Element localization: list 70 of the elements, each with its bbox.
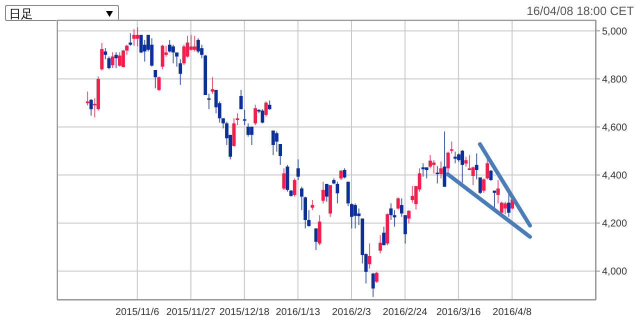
x-tick-label: 2015/11/6 <box>115 307 160 318</box>
y-tick-label: 4,400 <box>602 170 628 182</box>
candlestick <box>354 202 357 229</box>
candlestick <box>250 126 254 146</box>
candlestick <box>271 130 275 156</box>
candlestick <box>114 52 118 69</box>
candlestick <box>336 181 340 204</box>
candlestick <box>89 98 93 116</box>
text: 16/04/08 18:00 CET <box>526 4 634 18</box>
candlestick <box>196 38 200 54</box>
y-tick-label: 5,000 <box>602 26 628 38</box>
x-tick-label: 2015/11/27 <box>166 307 216 318</box>
y-tick-label: 4,000 <box>602 266 628 278</box>
candlestick <box>150 38 154 68</box>
candlestick <box>118 52 122 68</box>
candlestick <box>318 214 322 246</box>
candlestick <box>296 158 300 181</box>
y-tick-label: 4,800 <box>602 74 628 86</box>
candlestick <box>350 202 354 229</box>
candlestick <box>128 32 132 46</box>
candlestick <box>210 76 214 94</box>
candlestick <box>371 272 375 298</box>
candlestick <box>396 196 400 210</box>
candlestick <box>342 168 346 179</box>
y-tick-label: 4,200 <box>602 218 628 230</box>
candlestick <box>482 178 486 194</box>
candlestick <box>178 58 182 86</box>
candlestick <box>100 42 104 71</box>
candlestick <box>254 104 258 126</box>
candlestick <box>489 169 493 182</box>
candlestick <box>264 100 268 118</box>
x-tick-label: 2016/3/16 <box>436 307 482 318</box>
candlestick <box>507 192 510 218</box>
candlestick <box>407 210 411 224</box>
dropdown: 日足 <box>5 5 119 21</box>
x-tick-label: 2016/4/8 <box>492 307 532 318</box>
x-tick-label: 2016/2/3 <box>332 307 372 318</box>
candlestick <box>154 69 158 89</box>
candlestick <box>460 150 464 184</box>
candlestick <box>310 200 314 211</box>
candlestick <box>374 271 378 284</box>
candlestick <box>122 49 125 68</box>
x-tick-label: 2016/1/13 <box>276 307 321 318</box>
candlestick <box>382 226 386 246</box>
candlestick <box>421 162 425 178</box>
candlestick <box>339 169 343 181</box>
candlestick <box>192 35 196 52</box>
candlestick <box>486 158 490 180</box>
candlestick <box>268 100 272 110</box>
x-tick-label: 2015/12/18 <box>219 307 270 318</box>
candlestick <box>325 183 328 202</box>
candlestick <box>503 201 507 215</box>
candlestick <box>282 168 286 190</box>
candlestick <box>232 118 236 148</box>
candlestick <box>464 156 468 168</box>
candlestick <box>321 181 325 204</box>
candlestick <box>246 122 250 138</box>
candlestick <box>172 44 175 64</box>
candlestick <box>436 166 440 184</box>
candlestick <box>378 234 382 254</box>
candlestick <box>86 91 90 106</box>
x-tick-label: 2016/2/24 <box>382 307 428 318</box>
y-tick-label: 4,600 <box>602 122 628 134</box>
candlestick <box>292 178 296 198</box>
candlestick <box>157 76 161 92</box>
candlestick <box>439 161 443 179</box>
candlestick <box>275 131 278 152</box>
candlestick <box>432 160 436 174</box>
candlestick <box>410 186 414 204</box>
candlestick <box>142 39 146 62</box>
